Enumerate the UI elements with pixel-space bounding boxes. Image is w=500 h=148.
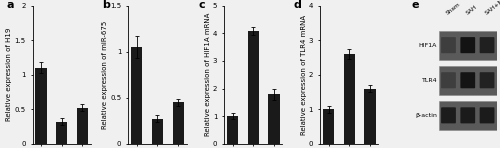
FancyBboxPatch shape [480,72,494,88]
Bar [131,47,142,144]
Text: e: e [412,0,420,10]
FancyBboxPatch shape [460,72,475,88]
Text: c: c [198,0,204,10]
Bar [56,122,68,144]
Bar [439,66,496,95]
Y-axis label: Relative expression of miR-675: Relative expression of miR-675 [102,21,108,129]
Bar [439,31,496,60]
Text: a: a [6,0,14,10]
Bar [76,108,88,144]
Y-axis label: Relative expression of TLR4 mRNA: Relative expression of TLR4 mRNA [300,15,306,135]
FancyBboxPatch shape [460,37,475,53]
Text: SAH: SAH [464,4,477,16]
Y-axis label: Relative expression of H19: Relative expression of H19 [6,28,12,121]
FancyBboxPatch shape [441,107,456,123]
Text: Sham: Sham [446,1,462,16]
Text: SAH+MT: SAH+MT [484,0,500,16]
Bar [172,102,184,144]
Text: HIF1A: HIF1A [419,43,437,48]
Bar [248,31,259,144]
FancyBboxPatch shape [441,37,456,53]
Y-axis label: Relative expression of HIF1A mRNA: Relative expression of HIF1A mRNA [204,13,210,136]
Text: TLR4: TLR4 [422,78,437,83]
Bar [152,119,163,144]
Bar [35,68,46,144]
Bar [439,101,496,130]
Text: b: b [102,0,110,10]
Bar [268,94,280,144]
Bar [323,109,334,144]
Bar [344,54,355,144]
Bar [364,89,376,144]
FancyBboxPatch shape [480,107,494,123]
Bar [227,116,238,144]
FancyBboxPatch shape [480,37,494,53]
FancyBboxPatch shape [441,72,456,88]
Text: β-actin: β-actin [416,113,437,118]
FancyBboxPatch shape [460,107,475,123]
Text: d: d [294,0,302,10]
